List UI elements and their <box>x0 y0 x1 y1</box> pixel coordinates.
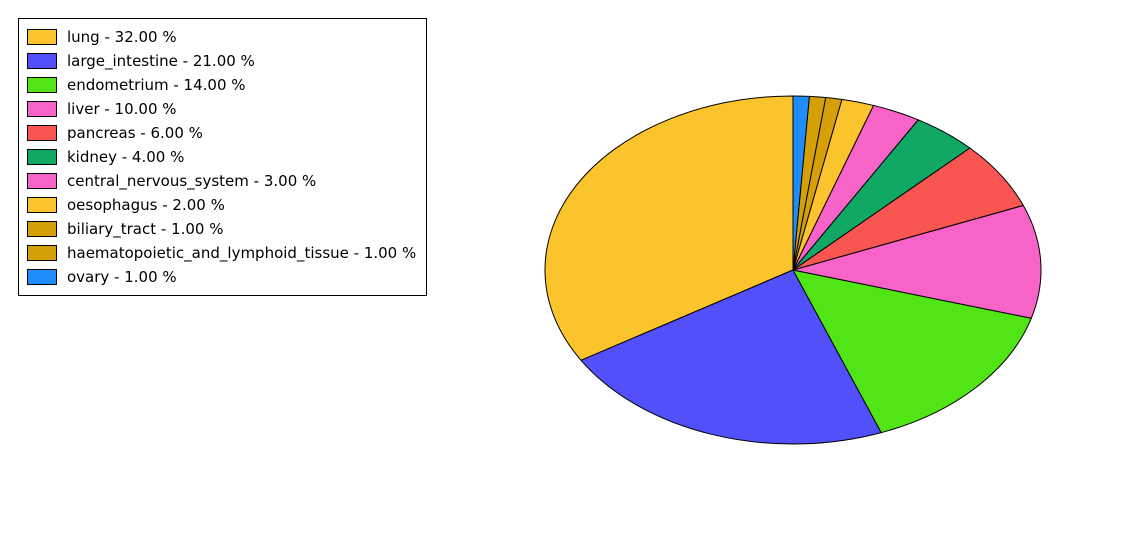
legend-item: pancreas - 6.00 % <box>27 121 416 145</box>
legend-item: oesophagus - 2.00 % <box>27 193 416 217</box>
legend-swatch <box>27 221 57 237</box>
legend-label: liver - 10.00 % <box>67 100 177 118</box>
legend-item: large_intestine - 21.00 % <box>27 49 416 73</box>
legend-label: central_nervous_system - 3.00 % <box>67 172 316 190</box>
legend-swatch <box>27 149 57 165</box>
legend-item: endometrium - 14.00 % <box>27 73 416 97</box>
legend-label: biliary_tract - 1.00 % <box>67 220 224 238</box>
legend-swatch <box>27 77 57 93</box>
legend-item: kidney - 4.00 % <box>27 145 416 169</box>
legend-label: lung - 32.00 % <box>67 28 177 46</box>
legend-swatch <box>27 173 57 189</box>
legend-swatch <box>27 245 57 261</box>
pie-chart <box>543 94 1043 446</box>
legend-label: oesophagus - 2.00 % <box>67 196 225 214</box>
legend-label: large_intestine - 21.00 % <box>67 52 255 70</box>
legend-item: ovary - 1.00 % <box>27 265 416 289</box>
legend-swatch <box>27 53 57 69</box>
legend-item: liver - 10.00 % <box>27 97 416 121</box>
legend-label: ovary - 1.00 % <box>67 268 177 286</box>
legend-swatch <box>27 197 57 213</box>
legend-label: endometrium - 14.00 % <box>67 76 246 94</box>
legend-label: haematopoietic_and_lymphoid_tissue - 1.0… <box>67 244 416 262</box>
legend-swatch <box>27 269 57 285</box>
legend-swatch <box>27 125 57 141</box>
legend-swatch <box>27 101 57 117</box>
legend-item: haematopoietic_and_lymphoid_tissue - 1.0… <box>27 241 416 265</box>
legend-item: biliary_tract - 1.00 % <box>27 217 416 241</box>
legend: lung - 32.00 % large_intestine - 21.00 % e… <box>18 18 427 296</box>
legend-item: central_nervous_system - 3.00 % <box>27 169 416 193</box>
legend-label: pancreas - 6.00 % <box>67 124 203 142</box>
legend-item: lung - 32.00 % <box>27 25 416 49</box>
legend-label: kidney - 4.00 % <box>67 148 184 166</box>
pie-svg <box>543 94 1043 446</box>
legend-swatch <box>27 29 57 45</box>
